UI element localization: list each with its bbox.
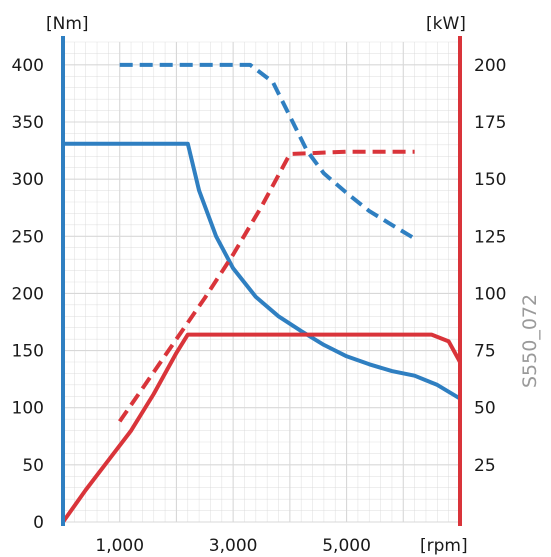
chart-series	[61, 62, 462, 524]
y-left-tick-label: 300	[12, 170, 44, 190]
y-right-tick-label: 50	[474, 399, 496, 419]
y-left-tick-label: 350	[12, 113, 44, 133]
chart-axes	[61, 36, 462, 526]
x-tick-label: 1,000	[95, 536, 144, 556]
y-left-tick-label: 150	[12, 342, 44, 362]
series-line-torque-dashed	[119, 62, 416, 241]
series-line-power-dashed	[118, 149, 415, 423]
y-left-tick-label: 50	[22, 456, 44, 476]
y-left-tick-label: 100	[12, 399, 44, 419]
left-axis-unit: [Nm]	[46, 14, 89, 34]
x-tick-label: 5,000	[322, 536, 371, 556]
y-right-tick-label: 125	[474, 227, 506, 247]
y-right-tick-label: 100	[474, 284, 506, 304]
y-right-tick-label: 200	[474, 56, 506, 76]
series-line-power-solid	[61, 332, 462, 524]
y-right-tick-label: 25	[474, 456, 496, 476]
y-right-tick-label: 175	[474, 113, 506, 133]
y-left-tick-label: 200	[12, 284, 44, 304]
right-axis-unit: [kW]	[426, 14, 466, 34]
y-left-tick-label: 400	[12, 56, 44, 76]
y-right-tick-label: 150	[474, 170, 506, 190]
y-left-tick-label: 0	[33, 513, 44, 533]
chart-labels: 0 50 100 150 200 250 300 350 400 25 50 75 100 125 150 1…	[12, 56, 507, 556]
y-right-tick-label: 75	[474, 342, 496, 362]
x-tick-label: 3,000	[209, 536, 258, 556]
figure-code: S550_072	[519, 294, 541, 388]
chart-grid	[62, 41, 461, 523]
y-left-tick-label: 250	[12, 227, 44, 247]
x-axis-unit: [rpm]	[420, 536, 468, 556]
series-line-torque-solid	[63, 141, 462, 401]
